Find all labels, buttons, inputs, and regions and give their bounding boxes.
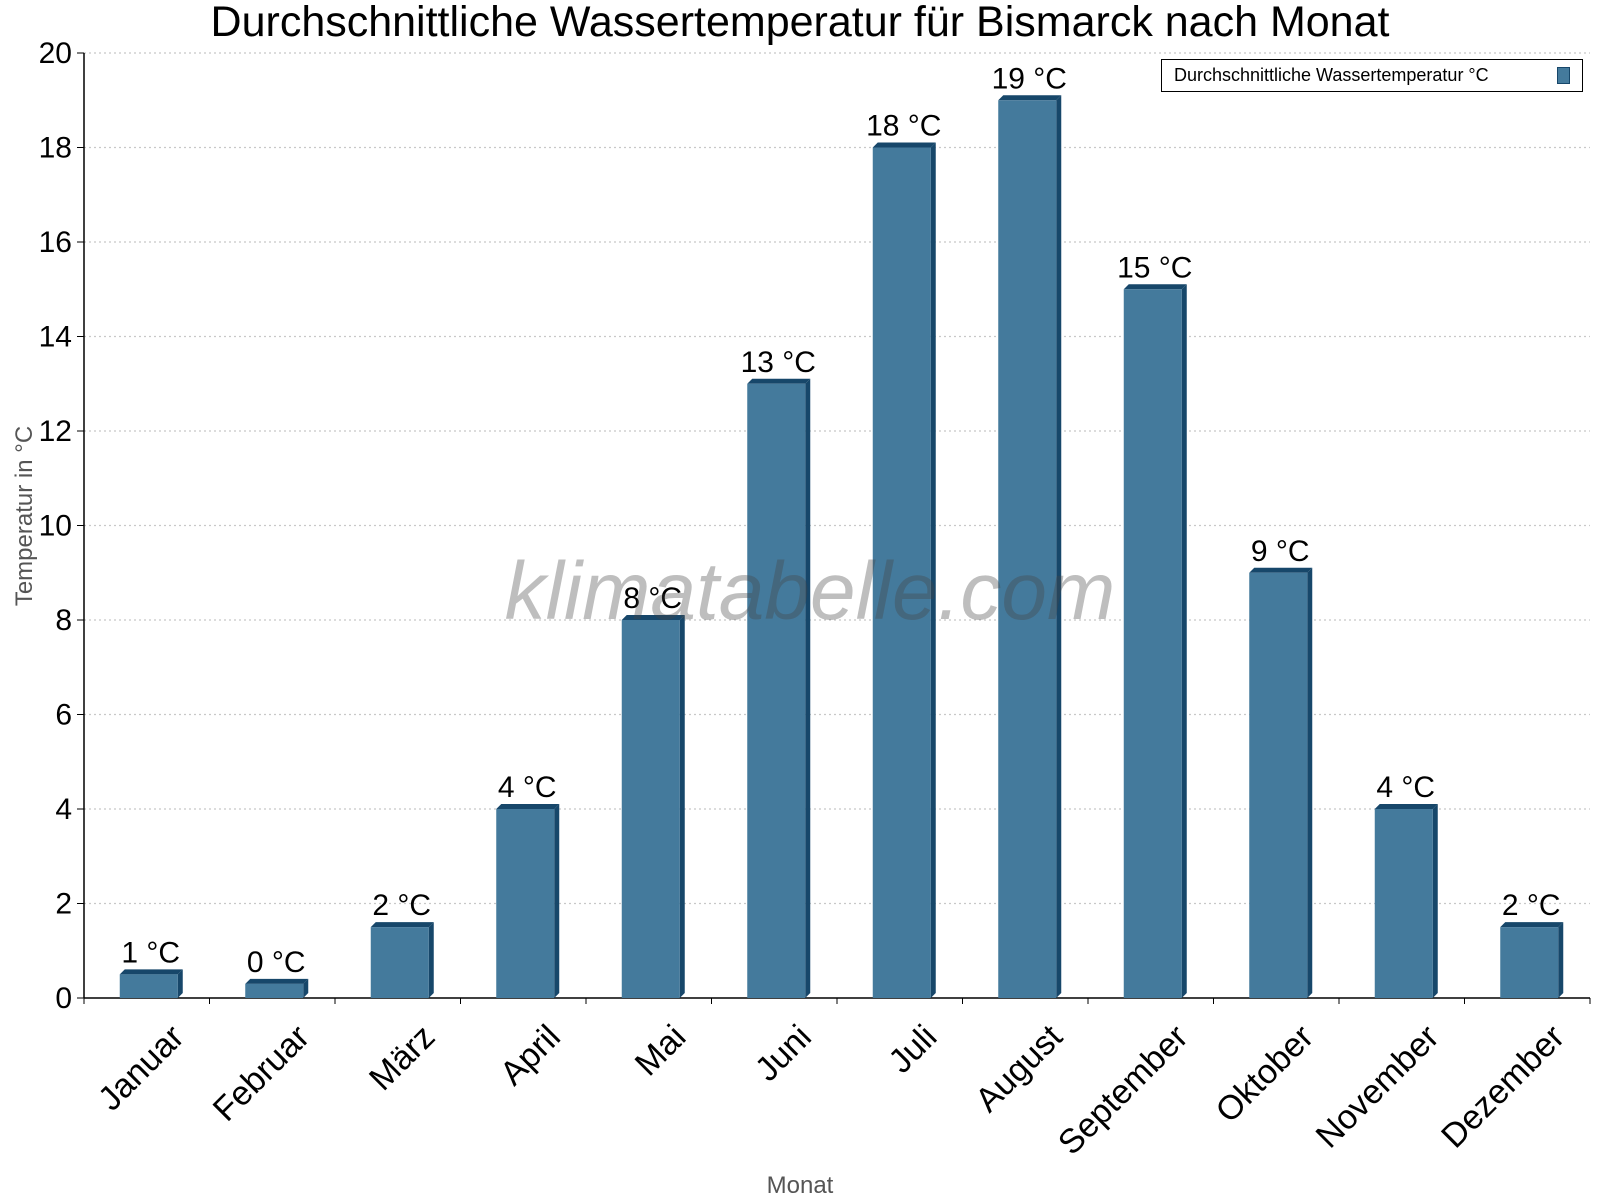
bar — [119, 974, 178, 998]
y-tick-label: 4 — [55, 793, 72, 826]
data-label: 9 °C — [1251, 535, 1310, 568]
bar — [1249, 572, 1308, 998]
x-tick-label: Juli — [881, 1018, 944, 1081]
y-tick-label: 14 — [39, 321, 72, 354]
bar — [370, 927, 429, 998]
bar-top — [998, 95, 1062, 101]
bar-side — [303, 978, 309, 998]
bar — [496, 809, 555, 998]
x-tick-label: August — [968, 1017, 1070, 1119]
bar-top — [370, 922, 434, 928]
data-label: 15 °C — [1117, 251, 1192, 284]
bar — [1374, 809, 1433, 998]
bar-side — [679, 615, 685, 998]
bar-top — [496, 804, 560, 809]
bar-top — [872, 142, 936, 148]
bar-side — [1056, 95, 1062, 998]
bar-side — [1181, 284, 1187, 998]
legend-swatch — [1557, 67, 1570, 84]
bar-side — [1307, 567, 1313, 998]
x-tick-label: April — [493, 1018, 568, 1093]
data-label: 2 °C — [1502, 889, 1561, 922]
bar-top — [1500, 922, 1564, 928]
bar-top — [1374, 804, 1438, 809]
data-label: 8 °C — [623, 582, 682, 615]
y-tick-label: 12 — [39, 415, 72, 448]
x-tick-label: März — [362, 1018, 442, 1098]
x-tick-label: November — [1309, 1018, 1447, 1156]
bar-top — [245, 978, 309, 984]
data-label: 2 °C — [372, 889, 431, 922]
x-tick-label: Februar — [206, 1018, 317, 1129]
x-tick-label: September — [1051, 1018, 1195, 1162]
y-tick-label: 16 — [39, 226, 72, 259]
y-tick-label: 20 — [39, 37, 72, 70]
x-tick-label: Dezember — [1434, 1018, 1572, 1156]
x-tick-label: Oktober — [1208, 1018, 1320, 1130]
x-tick-label: Juni — [748, 1018, 819, 1089]
bar — [1500, 927, 1559, 998]
y-tick-label: 0 — [55, 982, 72, 1015]
y-tick-label: 6 — [55, 699, 72, 732]
bar — [872, 147, 931, 998]
data-label: 1 °C — [121, 936, 180, 969]
data-label: 4 °C — [1376, 771, 1435, 804]
bar-side — [177, 969, 183, 998]
bar-side — [930, 142, 936, 998]
bar-side — [1432, 804, 1438, 998]
data-label: 0 °C — [247, 946, 306, 979]
bar — [245, 983, 304, 998]
bar-top — [1123, 284, 1187, 290]
bar-side — [805, 378, 811, 998]
bar-side — [428, 922, 434, 998]
y-tick-label: 18 — [39, 132, 72, 165]
data-label: 18 °C — [866, 110, 941, 143]
bar-top — [119, 969, 183, 975]
y-tick-label: 10 — [39, 510, 72, 543]
bar — [1123, 289, 1182, 998]
bar-top — [1249, 567, 1313, 573]
bar-side — [554, 804, 560, 998]
bar-top — [747, 378, 811, 384]
bar — [621, 620, 680, 998]
legend: Durchschnittliche Wassertemperatur °C — [1161, 59, 1583, 92]
bar — [747, 383, 806, 998]
legend-label: Durchschnittliche Wassertemperatur °C — [1174, 65, 1489, 85]
data-label: 13 °C — [741, 346, 816, 379]
y-tick-label: 8 — [55, 604, 72, 637]
y-tick-label: 2 — [55, 888, 72, 921]
bar-top — [621, 615, 685, 620]
data-label: 19 °C — [992, 62, 1067, 95]
bar — [998, 100, 1057, 998]
bar-side — [1558, 922, 1564, 998]
x-axis-title: Monat — [766, 1172, 834, 1199]
chart-title: Durchschnittliche Wassertemperatur für B… — [210, 0, 1390, 46]
x-tick-label: Mai — [628, 1018, 694, 1084]
x-tick-label: Januar — [91, 1018, 191, 1118]
y-axis-title: Temperatur in °C — [11, 425, 38, 607]
data-label: 4 °C — [498, 771, 557, 804]
